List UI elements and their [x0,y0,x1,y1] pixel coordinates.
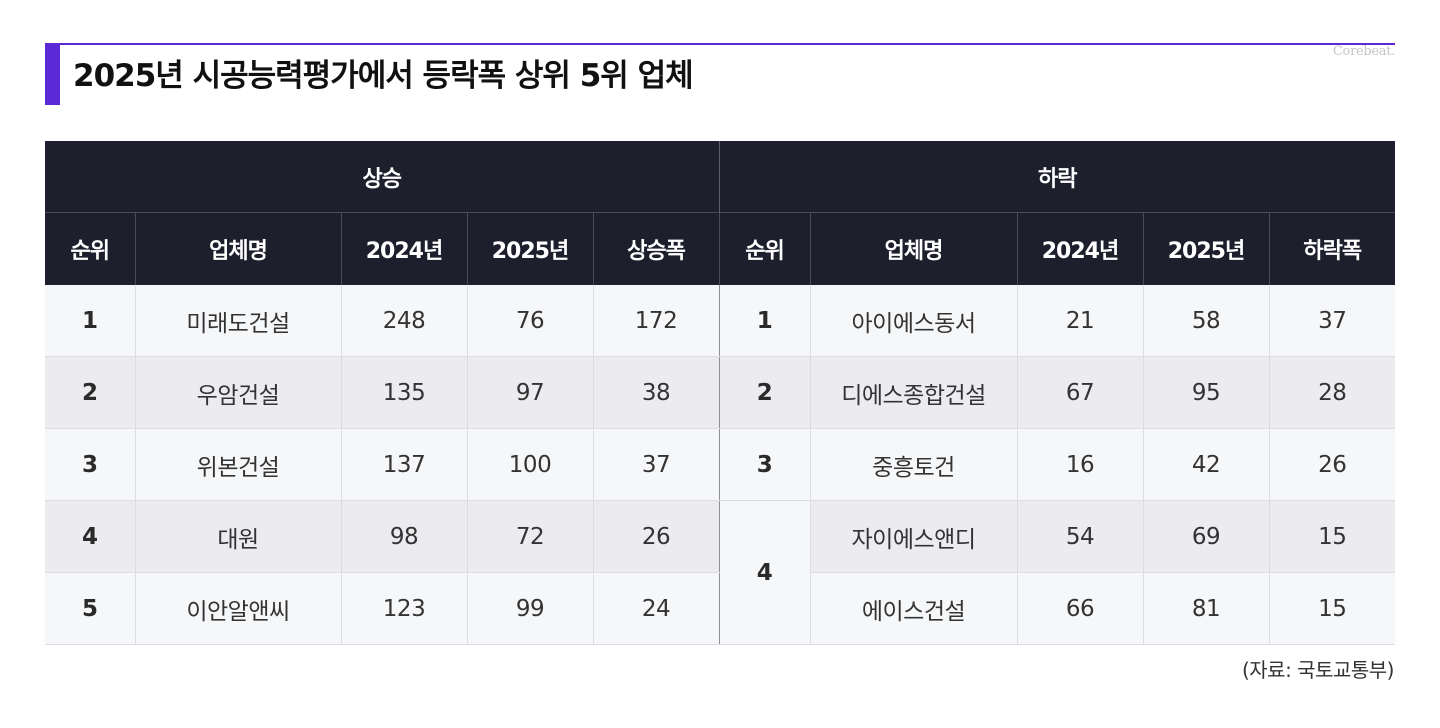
fall-value-2024: 54 [1016,500,1143,573]
title-top-rule [45,43,1395,45]
rise-change: 26 [592,500,719,573]
fall-change: 37 [1268,285,1395,357]
rise-value-2024: 135 [340,356,467,429]
rise-change: 38 [592,356,719,429]
table-row: 5 이안알앤씨 123 99 24 에이스건설 66 81 15 [45,572,1395,645]
group-header-rise: 상승 [45,141,719,213]
fall-value-2024: 16 [1016,428,1143,501]
col-header-2024: 2024년 [1016,212,1143,285]
fall-value-2024: 67 [1016,356,1143,429]
fall-company: 아이에스동서 [809,285,1017,357]
rise-value-2024: 137 [340,428,467,501]
col-header-2025: 2025년 [1142,212,1269,285]
rise-value-2024: 98 [340,500,467,573]
title-accent-bar [45,43,60,105]
col-header-rank: 순위 [718,212,810,285]
col-header-rank: 순위 [45,212,135,285]
rise-rank: 2 [45,356,135,429]
fall-rank: 1 [718,285,810,357]
rise-rank: 5 [45,572,135,645]
column-header-row: 순위 업체명 2024년 2025년 상승폭 순위 업체명 2024년 2025… [45,212,1395,285]
fall-company: 에이스건설 [809,572,1017,645]
rise-rank: 3 [45,428,135,501]
fall-rank-merged: 4 [718,500,810,645]
fall-value-2025: 58 [1142,285,1269,357]
rise-company: 미래도건설 [134,285,341,357]
rise-value-2025: 72 [466,500,593,573]
group-header-row: 상승 하락 [45,141,1395,213]
rise-rank: 1 [45,285,135,357]
source-note: (자료: 국토교통부) [1241,658,1395,682]
rise-value-2025: 76 [466,285,593,357]
rise-rank: 4 [45,500,135,573]
brand-logo: Corebeat. [1332,44,1395,59]
rise-change: 172 [592,285,719,357]
col-header-2025: 2025년 [466,212,593,285]
fall-value-2025: 95 [1142,356,1269,429]
col-header-2024: 2024년 [340,212,467,285]
fall-change: 15 [1268,500,1395,573]
group-header-fall: 하락 [718,141,1395,213]
rise-company: 이안알앤씨 [134,572,341,645]
rise-company: 대원 [134,500,341,573]
fall-change: 28 [1268,356,1395,429]
fall-value-2025: 42 [1142,428,1269,501]
rise-value-2024: 248 [340,285,467,357]
table-row: 1 미래도건설 248 76 172 1 아이에스동서 21 58 37 [45,285,1395,357]
fall-value-2025: 69 [1142,500,1269,573]
fall-company: 디에스종합건설 [809,356,1017,429]
rise-company: 위본건설 [134,428,341,501]
rise-company: 우암건설 [134,356,341,429]
fall-value-2024: 21 [1016,285,1143,357]
fall-change: 26 [1268,428,1395,501]
table-row: 4 대원 98 72 26 4 자이에스앤디 54 69 15 [45,500,1395,645]
ranking-table: 상승 하락 순위 업체명 2024년 2025년 상승폭 순위 업체명 2024… [45,141,1395,645]
rise-value-2025: 97 [466,356,593,429]
fall-value-2024: 66 [1016,572,1143,645]
fall-company: 중흥토건 [809,428,1017,501]
fall-value-2025: 81 [1142,572,1269,645]
fall-rank: 3 [718,428,810,501]
col-header-company: 업체명 [134,212,341,285]
col-header-company: 업체명 [809,212,1017,285]
fall-rank: 2 [718,356,810,429]
rise-change: 37 [592,428,719,501]
col-header-rise-amount: 상승폭 [592,212,719,285]
fall-change: 15 [1268,572,1395,645]
rise-value-2025: 100 [466,428,593,501]
table-row: 3 위본건설 137 100 37 3 중흥토건 16 42 26 [45,428,1395,501]
page-title: 2025년 시공능력평가에서 등락폭 상위 5위 업체 [73,58,694,94]
rise-change: 24 [592,572,719,645]
fall-company: 자이에스앤디 [809,500,1017,573]
table-row: 2 우암건설 135 97 38 2 디에스종합건설 67 95 28 [45,356,1395,429]
rise-value-2024: 123 [340,572,467,645]
rise-value-2025: 99 [466,572,593,645]
col-header-fall-amount: 하락폭 [1268,212,1395,285]
